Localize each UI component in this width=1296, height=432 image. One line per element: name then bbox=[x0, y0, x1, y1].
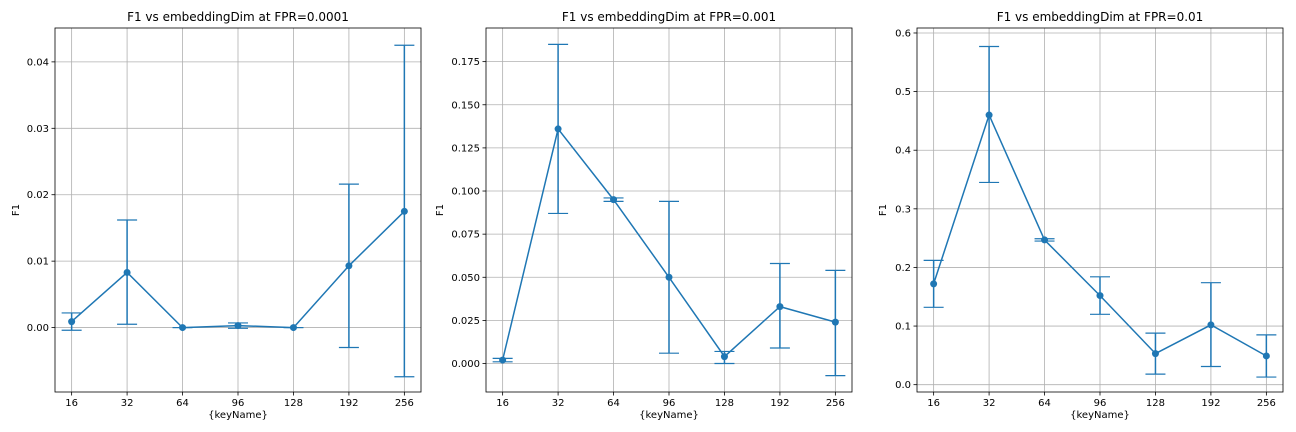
x-tick-label: 16 bbox=[927, 398, 940, 409]
x-tick-label: 64 bbox=[607, 398, 620, 409]
y-tick-label: 0.1 bbox=[895, 322, 911, 333]
x-tick-label: 96 bbox=[663, 398, 676, 409]
y-tick-label: 0.00 bbox=[27, 323, 49, 334]
data-point bbox=[776, 303, 784, 311]
chart-title: F1 vs embeddingDim at FPR=0.001 bbox=[562, 10, 776, 24]
y-tick-label: 0.125 bbox=[451, 143, 480, 154]
plot-frame bbox=[54, 27, 422, 393]
x-tick-label: 96 bbox=[232, 398, 245, 409]
y-tick-label: 0.02 bbox=[27, 190, 49, 201]
x-tick-label: 256 bbox=[1257, 398, 1276, 409]
data-point bbox=[123, 268, 131, 276]
x-tick-label: 32 bbox=[121, 398, 134, 409]
data-point bbox=[610, 196, 618, 204]
subplot-fpr-001: F1 vs embeddingDim at FPR=0.001 {keyName… bbox=[435, 10, 853, 421]
y-axis-label: F1 bbox=[11, 204, 22, 216]
data-point bbox=[554, 125, 562, 133]
x-tick-label: 128 bbox=[1146, 398, 1165, 409]
y-tick-label: 0.01 bbox=[27, 257, 49, 268]
y-tick-label: 0.0 bbox=[895, 380, 911, 391]
data-point bbox=[1262, 352, 1270, 360]
data-point bbox=[400, 207, 408, 215]
x-axis-label: {keyName} bbox=[208, 410, 268, 421]
x-tick-label: 96 bbox=[1094, 398, 1107, 409]
x-tick-label: 192 bbox=[1201, 398, 1220, 409]
y-tick-label: 0.2 bbox=[895, 263, 911, 274]
y-tick-label: 0.04 bbox=[27, 57, 49, 68]
x-tick-label: 128 bbox=[284, 398, 303, 409]
data-point bbox=[234, 322, 242, 330]
data-point bbox=[985, 111, 993, 119]
grid-lines bbox=[55, 28, 421, 392]
plot-frame bbox=[916, 27, 1284, 393]
y-axis-label: F1 bbox=[878, 204, 889, 216]
plot-frame bbox=[485, 27, 853, 393]
x-tick-label: 16 bbox=[65, 398, 78, 409]
chart-title: F1 vs embeddingDim at FPR=0.01 bbox=[997, 10, 1204, 24]
y-tick-label: 0.075 bbox=[451, 230, 480, 241]
data-point bbox=[831, 318, 839, 326]
y-tick-label: 0.050 bbox=[451, 273, 480, 284]
data-point bbox=[720, 353, 728, 361]
y-tick-label: 0.000 bbox=[451, 359, 480, 370]
y-tick-label: 0.5 bbox=[895, 87, 911, 98]
x-tick-label: 32 bbox=[983, 398, 996, 409]
x-tick-label: 256 bbox=[826, 398, 845, 409]
data-point bbox=[1207, 321, 1215, 329]
data-point bbox=[68, 318, 76, 326]
data-point bbox=[930, 280, 938, 288]
data-point bbox=[1041, 236, 1049, 244]
y-tick-label: 0.150 bbox=[451, 100, 480, 111]
x-tick-label: 256 bbox=[395, 398, 414, 409]
subplot-fpr-0001: F1 vs embeddingDim at FPR=0.0001 {keyNam… bbox=[11, 10, 422, 421]
y-tick-label: 0.025 bbox=[451, 316, 480, 327]
x-tick-label: 64 bbox=[176, 398, 189, 409]
subplot-fpr-01: F1 vs embeddingDim at FPR=0.01 {keyName}… bbox=[878, 10, 1284, 421]
data-point bbox=[345, 262, 353, 270]
y-tick-label: 0.6 bbox=[895, 28, 911, 39]
x-tick-label: 64 bbox=[1038, 398, 1051, 409]
chart-title: F1 vs embeddingDim at FPR=0.0001 bbox=[127, 10, 349, 24]
x-tick-label: 32 bbox=[552, 398, 565, 409]
x-tick-label: 192 bbox=[770, 398, 789, 409]
grid-lines bbox=[917, 28, 1283, 392]
x-tick-label: 192 bbox=[339, 398, 358, 409]
data-point bbox=[179, 324, 187, 332]
x-tick-label: 16 bbox=[496, 398, 509, 409]
data-point bbox=[1151, 350, 1159, 358]
x-axis-label: {keyName} bbox=[639, 410, 699, 421]
y-tick-label: 0.100 bbox=[451, 187, 480, 198]
x-tick-label: 128 bbox=[715, 398, 734, 409]
y-tick-label: 0.175 bbox=[451, 57, 480, 68]
data-point bbox=[1096, 292, 1104, 300]
y-axis-label: F1 bbox=[435, 204, 446, 216]
y-tick-label: 0.3 bbox=[895, 204, 911, 215]
y-tick-label: 0.4 bbox=[895, 146, 911, 157]
y-tick-label: 0.03 bbox=[27, 124, 49, 135]
x-axis-label: {keyName} bbox=[1070, 410, 1130, 421]
data-point bbox=[665, 273, 673, 281]
data-point bbox=[499, 356, 507, 364]
data-point bbox=[289, 324, 297, 332]
